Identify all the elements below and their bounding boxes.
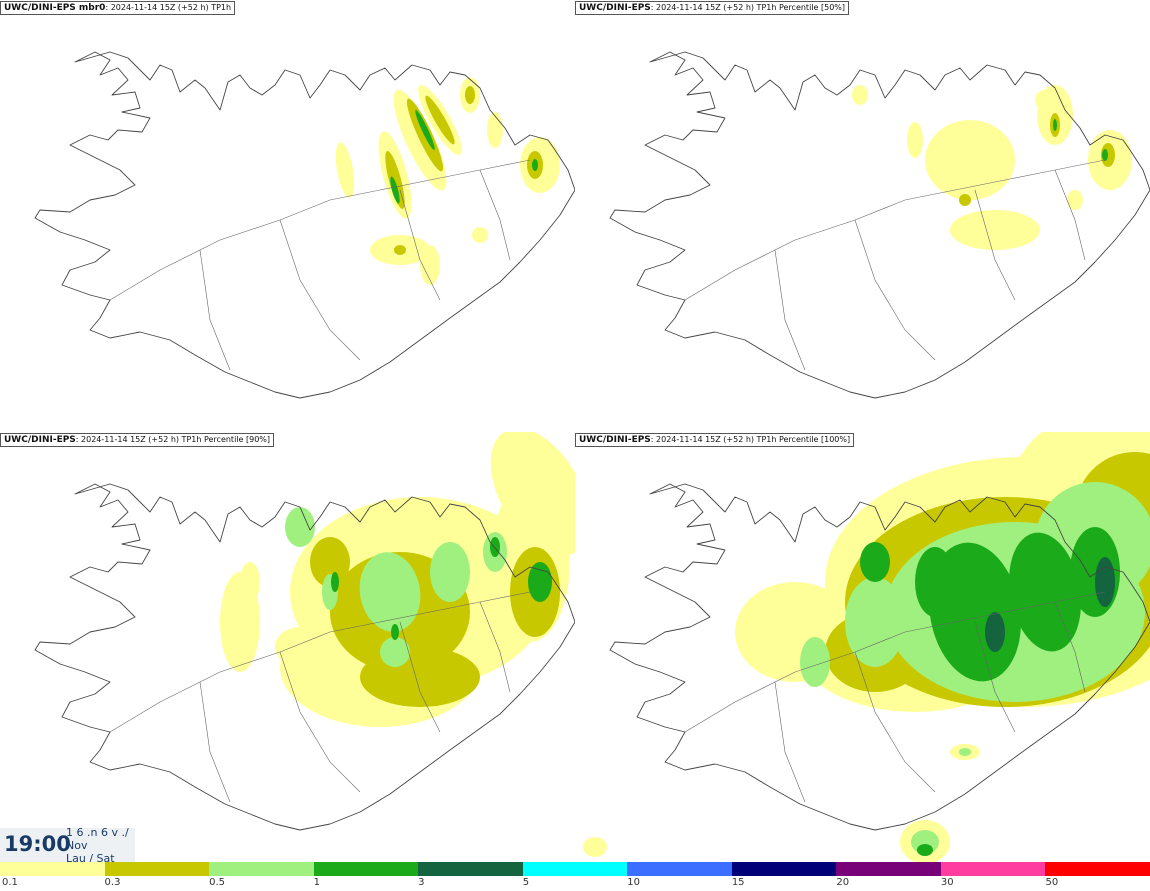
precip-area — [331, 572, 339, 592]
legend-tick-label: 3 — [418, 877, 425, 888]
legend-ticks: 0.1 0.3 0.5 1 3 5 10 15 20 30 50 — [0, 876, 1150, 891]
precip-area — [359, 552, 421, 632]
legend-swatch — [209, 862, 314, 876]
precip-area — [275, 627, 325, 667]
road-lines — [684, 591, 1106, 803]
coastline — [609, 51, 1150, 399]
panel-title: UWC/DINI-EPS: 2024-11-14 15Z (+52 h) TP1… — [575, 433, 855, 447]
precip-area — [390, 176, 400, 204]
precip-map — [34, 432, 575, 831]
panel-title: UWC/DINI-EPS mbr0: 2024-11-14 15Z (+52 h… — [0, 1, 236, 15]
precip-area — [845, 577, 905, 667]
precip-area — [394, 245, 406, 255]
precip-map — [609, 51, 1150, 399]
precip-area — [985, 612, 1005, 652]
legend-tick-label: 50 — [1045, 877, 1059, 888]
precip-map — [34, 51, 575, 399]
precip-area — [907, 122, 923, 158]
coastline — [609, 483, 1150, 831]
precip-area — [532, 159, 538, 171]
precip-area — [1053, 119, 1057, 131]
map-panel-mbr0: UWC/DINI-EPS mbr0: 2024-11-14 15Z (+52 h… — [0, 0, 575, 430]
precip-area — [385, 150, 405, 210]
precip-area — [420, 245, 440, 285]
legend-tick-label: 10 — [627, 877, 640, 888]
road-lines — [109, 591, 531, 803]
precip-map — [583, 432, 1150, 862]
road-lines — [684, 159, 1106, 371]
coastline — [34, 51, 575, 399]
legend-swatch — [522, 862, 628, 876]
precip-area — [959, 748, 971, 756]
legend-tick-label: 0.3 — [104, 877, 121, 888]
legend-tick-label: 20 — [836, 877, 850, 888]
precip-area — [310, 537, 350, 587]
legend-tick-label: 1 — [313, 877, 320, 888]
legend-swatch — [731, 862, 837, 876]
legend-tick-label: 30 — [940, 877, 954, 888]
legend-swatch — [836, 862, 941, 876]
legend-swatch — [940, 862, 1046, 876]
precip-area — [472, 227, 488, 243]
legend-swatch — [627, 862, 732, 876]
color-legend — [0, 862, 1150, 876]
precip-area — [917, 844, 933, 856]
precip-area — [425, 95, 455, 145]
map-panel-p100: UWC/DINI-EPS: 2024-11-14 15Z (+52 h) TP1… — [575, 432, 1150, 862]
valid-time-box: 19:00 1 6 .n 6 v ./ Nov Lau / Sat — [0, 826, 135, 865]
valid-time: 19:00 — [4, 832, 71, 856]
precip-area — [583, 837, 607, 857]
precip-area — [1067, 190, 1083, 210]
precip-area — [915, 547, 955, 617]
precip-area — [1102, 149, 1108, 161]
panel-title: UWC/DINI-EPS: 2024-11-14 15Z (+52 h) TP1… — [575, 1, 850, 15]
precip-area — [800, 637, 830, 687]
precip-area — [285, 507, 315, 547]
road-lines — [109, 159, 531, 371]
panel-title: UWC/DINI-EPS: 2024-11-14 15Z (+52 h) TP1… — [0, 433, 275, 447]
precip-area — [430, 542, 470, 602]
precip-area — [950, 210, 1040, 250]
precip-area — [487, 112, 503, 148]
precip-area — [391, 624, 399, 640]
legend-swatch — [1045, 862, 1150, 876]
legend-swatch — [418, 862, 523, 876]
valid-date: 1 6 .n 6 v ./ Nov Lau / Sat — [66, 826, 129, 865]
precip-area — [360, 647, 480, 707]
precip-area — [1095, 557, 1115, 607]
legend-swatch — [0, 862, 105, 876]
precip-area — [528, 562, 552, 602]
precip-area — [415, 110, 435, 150]
precip-area — [860, 542, 890, 582]
legend-swatch — [104, 862, 210, 876]
precip-area — [490, 432, 575, 556]
coastline — [34, 483, 575, 831]
precip-area — [335, 142, 355, 198]
precip-area — [925, 120, 1015, 200]
legend-tick-label: 0.5 — [209, 877, 225, 888]
precip-area — [1035, 90, 1055, 110]
precip-area — [465, 86, 475, 104]
map-panel-p90: UWC/DINI-EPS: 2024-11-14 15Z (+52 h) TP1… — [0, 432, 575, 862]
precip-area — [380, 637, 410, 667]
map-panel-p50: UWC/DINI-EPS: 2024-11-14 15Z (+52 h) TP1… — [575, 0, 1150, 430]
legend-tick-label: 5 — [522, 877, 530, 888]
legend-tick-label: 15 — [731, 877, 745, 888]
precip-area — [852, 85, 868, 105]
precip-area — [959, 194, 971, 206]
legend-swatch — [313, 862, 419, 876]
precip-area — [490, 537, 500, 557]
legend-tick-label: 0.1 — [2, 877, 18, 888]
precip-area — [240, 562, 260, 602]
